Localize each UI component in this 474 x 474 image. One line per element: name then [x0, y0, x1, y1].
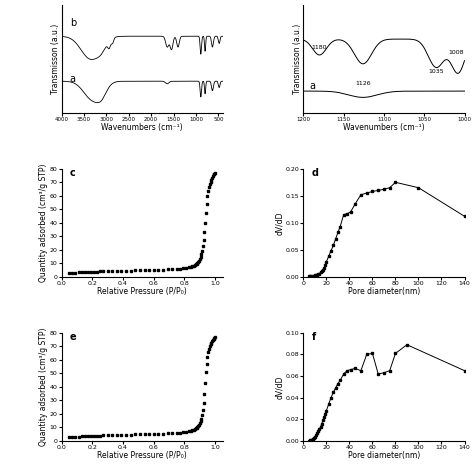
Text: f: f [311, 332, 316, 342]
Y-axis label: dV/dD: dV/dD [275, 211, 284, 235]
Text: c: c [70, 168, 75, 178]
X-axis label: Wavenumbers (cm⁻¹): Wavenumbers (cm⁻¹) [101, 123, 183, 132]
Text: a: a [310, 81, 316, 91]
X-axis label: Wavenumbers (cm⁻¹): Wavenumbers (cm⁻¹) [343, 123, 425, 132]
Y-axis label: Quantity adsorbed (cm³/g STP): Quantity adsorbed (cm³/g STP) [39, 328, 48, 446]
X-axis label: Relative Pressure (P/P₀): Relative Pressure (P/P₀) [97, 451, 187, 460]
Text: 1126: 1126 [355, 81, 371, 86]
Text: d: d [311, 168, 319, 178]
Y-axis label: Quantity adsorbed (cm³/g STP): Quantity adsorbed (cm³/g STP) [39, 164, 48, 282]
Y-axis label: Transmisson (a.u.): Transmisson (a.u.) [51, 24, 60, 94]
X-axis label: Pore diameter(nm): Pore diameter(nm) [348, 451, 420, 460]
Text: 1180: 1180 [312, 45, 327, 50]
Text: a: a [70, 74, 76, 84]
Text: 1035: 1035 [428, 69, 444, 74]
Text: e: e [70, 332, 76, 342]
Y-axis label: Transmisson (a.u.): Transmisson (a.u.) [293, 24, 302, 94]
Text: b: b [70, 18, 76, 28]
X-axis label: Relative Pressure (P/P₀): Relative Pressure (P/P₀) [97, 287, 187, 296]
X-axis label: Pore diameter(nm): Pore diameter(nm) [348, 287, 420, 296]
Text: 1008: 1008 [449, 50, 464, 55]
Y-axis label: dV/dD: dV/dD [275, 375, 284, 399]
